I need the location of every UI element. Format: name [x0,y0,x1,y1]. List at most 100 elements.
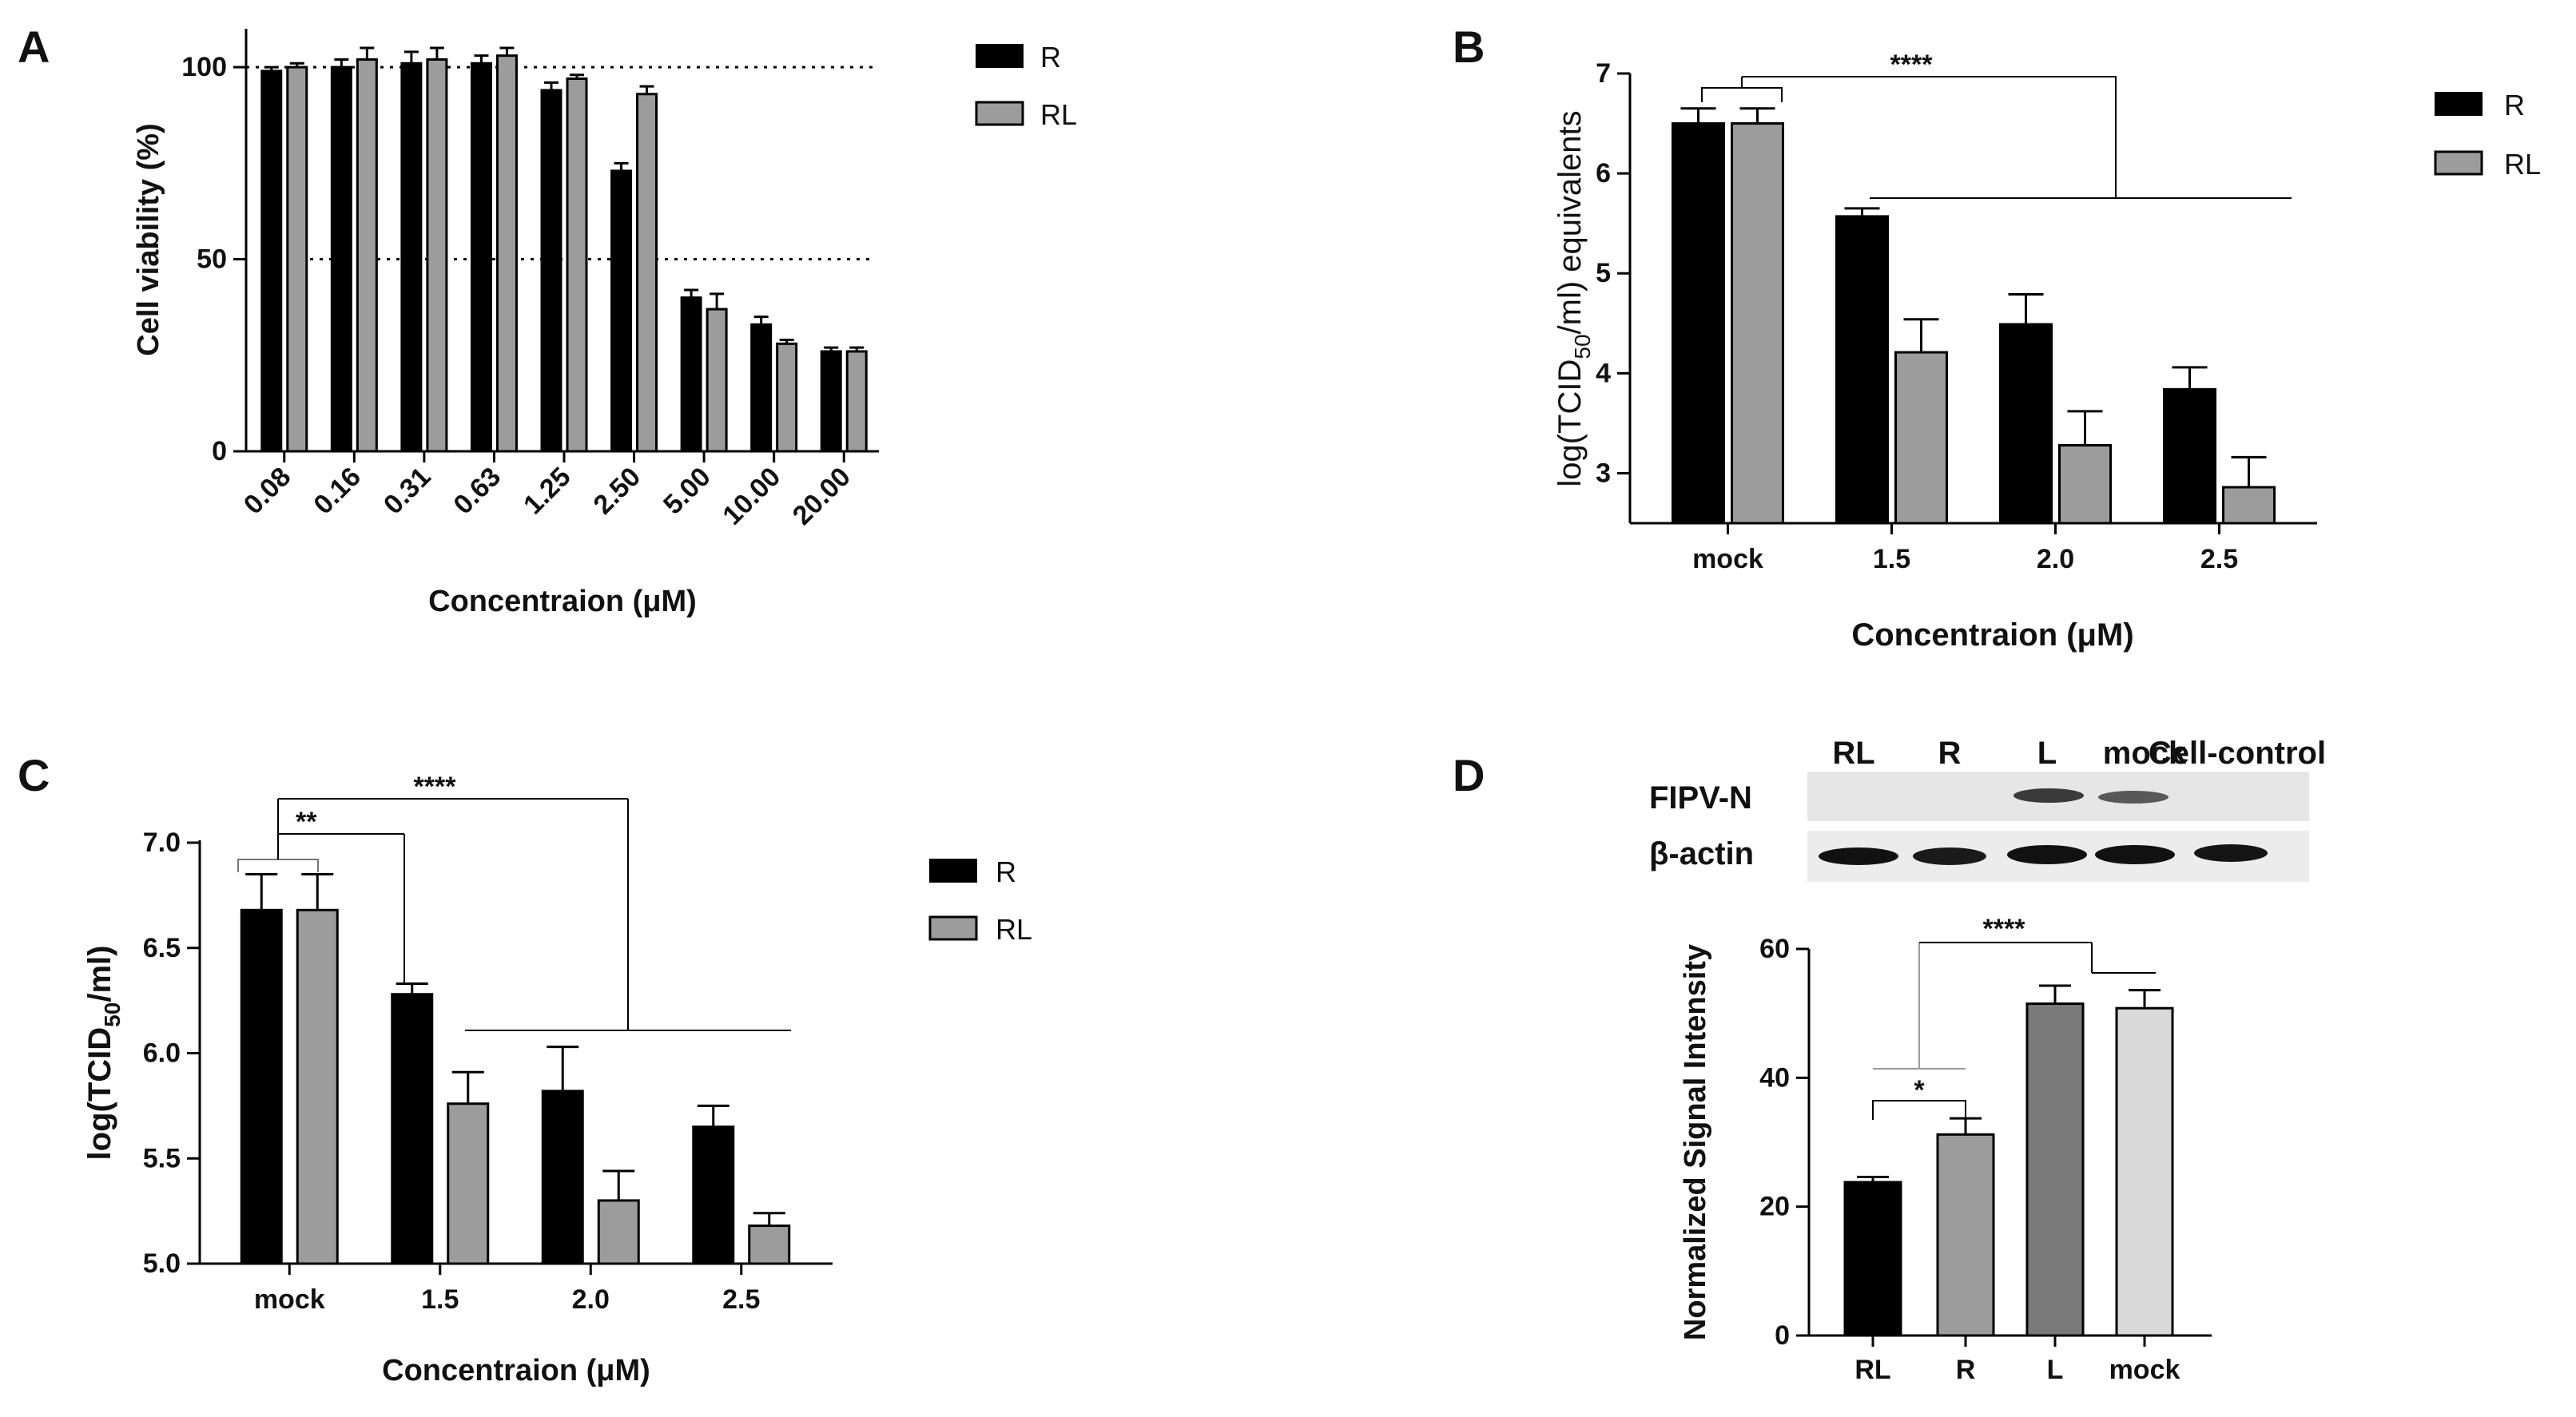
bar-r-1-5 [391,993,434,1265]
y-axis-label: log(TCID50/ml) equivalents [1552,110,1595,486]
y-ticks: 0 20 40 60 [1759,934,1809,1351]
lane-label-r: R [1938,736,1962,771]
bar-rl [1843,1181,1902,1337]
bar-rl-2-0 [2058,443,2112,525]
bar-r-2-0 [541,1090,584,1265]
y-tick-label: 100 [181,52,227,82]
bars [240,873,791,1265]
y-tick-label: 50 [197,244,227,275]
y-tick-label: 6.0 [143,1038,181,1069]
band-fipv-n-l [2013,788,2084,803]
y-axis-label: Cell viability (%) [132,123,165,355]
bar-r-2-50 [610,169,633,453]
x-tick-label: 2.5 [722,1284,760,1315]
legend-label-rl: RL [1040,98,1077,131]
x-ticks: 0.08 0.16 0.31 0.63 1.25 2.50 5.00 10.00 20.00 [238,451,857,531]
x-tick-label: 20.00 [787,462,857,531]
x-tick-label: R [1956,1355,1976,1385]
x-axis-label: Concentraion (μM) [382,1354,650,1387]
lane-label-rl: RL [1832,736,1874,771]
bars [260,46,868,453]
y-tick-label: 6 [1596,158,1611,189]
bar-r-0-63 [470,62,492,453]
blot-row-label-fipv-n: FIPV-N [1649,780,1752,816]
x-ticks: mock 1.5 2.0 2.5 [1692,523,2238,574]
y-axis-label: Normalized Signal Intensity [1679,944,1712,1340]
y-axis-label: log(TCID50/ml) [82,946,125,1161]
bar-rl-1-5 [1894,351,1948,525]
bar-rl-2-5 [748,1224,791,1265]
legend-swatch-r [976,44,1024,68]
x-tick-label: 2.0 [572,1284,610,1315]
bar-rl-5-00 [706,308,728,453]
panel-label-a: A [18,22,50,72]
bar-rl-1-5 [447,1102,490,1265]
y-tick-label: 20 [1759,1192,1790,1222]
bars [1672,107,2276,525]
x-tick-label: 0.16 [308,462,367,521]
bar-rl-20-00 [845,350,868,453]
band-actin-l [2007,845,2087,864]
blot-bands [1819,788,2268,865]
bar-mock [2115,1006,2174,1337]
lane-label-cell-control: Cell-control [2149,736,2326,771]
bar-rl-2-5 [2222,486,2276,525]
bar-r-0-08 [260,69,283,453]
bar-r-1-25 [540,89,563,453]
chart-a: 0 50 100 0.08 0.16 0.31 0.63 1.25 2.50 5.00 10.00… [132,29,1077,618]
blot-row-label-beta-actin: β-actin [1649,836,1754,871]
x-tick-label: L [2047,1355,2064,1385]
bar-rl-1-25 [566,77,588,453]
bars [1843,984,2174,1337]
x-tick-label: 10.00 [717,462,786,531]
panel-label-b: B [1453,22,1485,72]
x-tick-label: 0.31 [378,462,437,521]
y-tick-label: 40 [1759,1062,1790,1093]
y-ticks: 5.0 5.5 6.0 6.5 7.0 [143,828,200,1279]
bar-r-0-16 [330,65,352,453]
x-tick-label: RL [1854,1355,1890,1385]
legend-label-r: R [2504,89,2525,121]
x-tick-label: 0.63 [447,462,507,521]
y-tick-label: 7 [1596,58,1611,89]
x-ticks: mock 1.5 2.0 2.5 [254,1264,760,1315]
x-tick-label: mock [1692,544,1763,574]
x-tick-label: 0.08 [238,462,297,521]
band-actin-cell-control [2194,844,2268,862]
legend-label-rl: RL [2504,148,2541,181]
bar-r-2-5 [692,1125,735,1265]
bar-rl-0-16 [356,58,378,453]
panel-label-c: C [18,750,50,800]
legend-swatch-rl [928,915,978,941]
chart-b: 3 4 5 6 7 mock 1.5 2.0 2.5 **** log(TCID50/ml) … [1552,50,2541,653]
bar-r-mock [240,908,283,1265]
bar-rl-0-31 [426,58,448,453]
legend: R RL [2434,89,2541,181]
legend-swatch-rl [975,101,1024,126]
bar-rl-mock [1731,122,1784,525]
bar-r-2-5 [2163,387,2216,525]
x-tick-label: 2.50 [588,462,647,521]
bar-rl-0-63 [495,54,518,453]
bar-rl-2-0 [597,1199,640,1265]
panel-label-d: D [1453,750,1485,800]
legend: R RL [975,41,1077,131]
y-tick-label: 3 [1596,458,1611,488]
x-axis-label: Concentraion (μM) [428,585,697,618]
chart-c: 5.0 5.5 6.0 6.5 7.0 mock 1.5 2.0 2.5 ** **** lo… [82,772,1032,1387]
x-tick-label: 1.25 [518,462,577,521]
y-tick-label: 0 [1775,1320,1790,1351]
lane-label-l: L [2037,736,2057,771]
x-tick-label: mock [2109,1355,2180,1385]
y-tick-label: 5.0 [143,1248,181,1279]
band-actin-mock [2095,845,2175,864]
x-tick-label: 5.00 [658,462,717,521]
significance-bracket: **** [1701,50,2292,199]
legend: R RL [928,855,1032,946]
x-tick-label: mock [254,1284,325,1315]
bar-r-20-00 [820,350,842,453]
